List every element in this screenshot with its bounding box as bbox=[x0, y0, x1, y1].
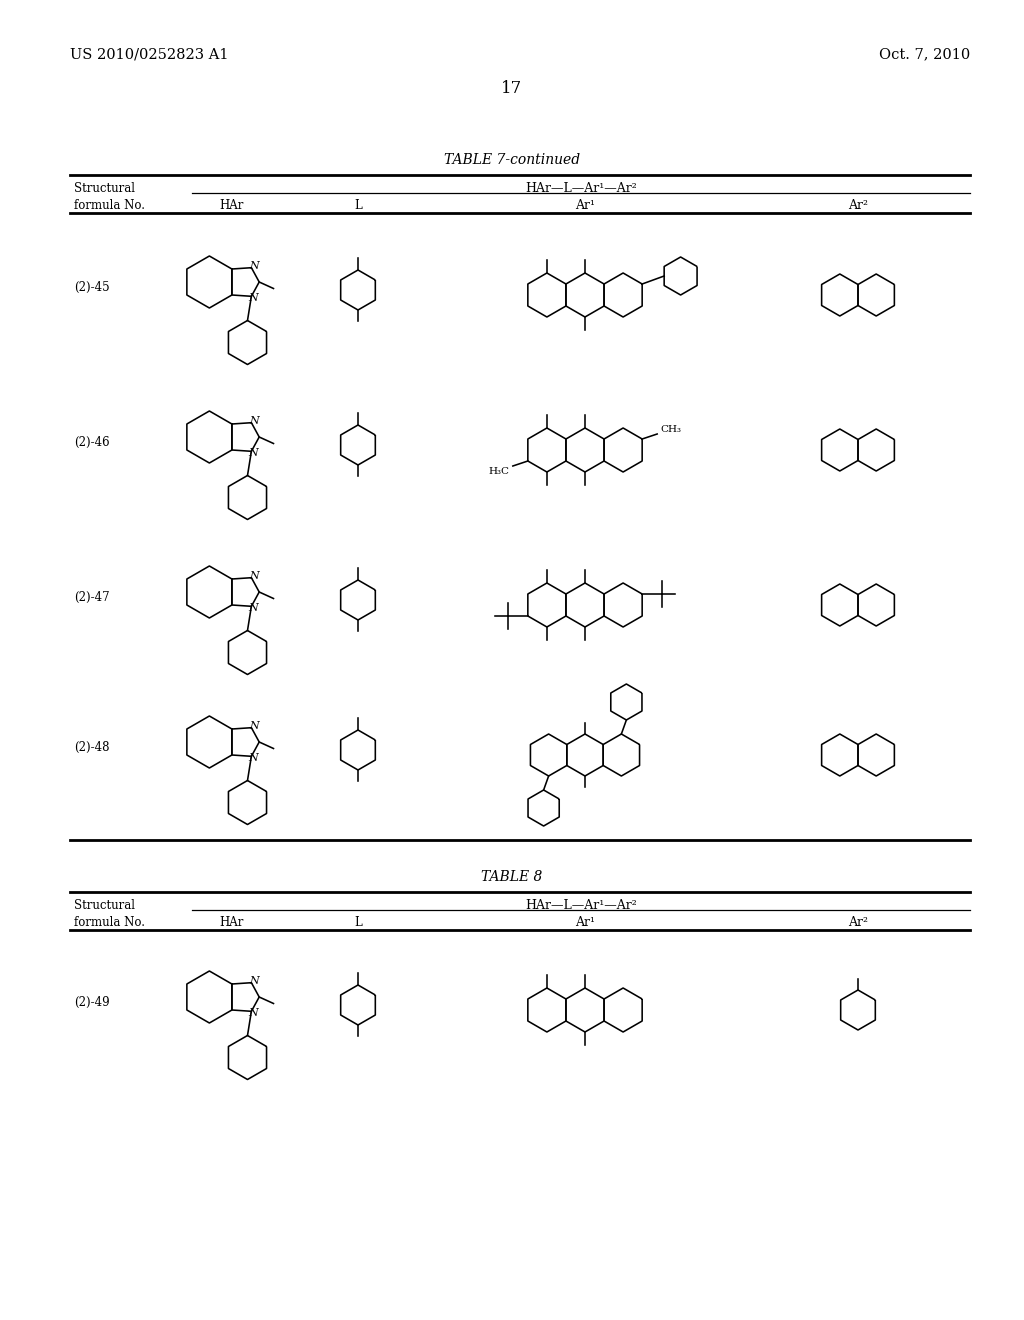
Text: formula No.: formula No. bbox=[74, 199, 145, 213]
Text: N: N bbox=[250, 975, 259, 986]
Text: N: N bbox=[250, 261, 259, 271]
Text: HAr: HAr bbox=[220, 199, 244, 213]
Text: (2)-49: (2)-49 bbox=[74, 995, 110, 1008]
Text: Structural: Structural bbox=[74, 899, 135, 912]
Text: Ar²: Ar² bbox=[848, 199, 868, 213]
Text: US 2010/0252823 A1: US 2010/0252823 A1 bbox=[70, 48, 228, 61]
Text: N: N bbox=[250, 721, 259, 731]
Text: N: N bbox=[249, 754, 258, 763]
Text: L: L bbox=[354, 916, 361, 929]
Text: HAr: HAr bbox=[220, 916, 244, 929]
Text: (2)-48: (2)-48 bbox=[74, 741, 110, 754]
Text: H₃C: H₃C bbox=[488, 466, 510, 475]
Text: formula No.: formula No. bbox=[74, 916, 145, 929]
Text: (2)-46: (2)-46 bbox=[74, 436, 110, 449]
Text: Structural: Structural bbox=[74, 182, 135, 195]
Text: (2)-45: (2)-45 bbox=[74, 281, 110, 293]
Text: (2)-47: (2)-47 bbox=[74, 590, 110, 603]
Text: TABLE 7-continued: TABLE 7-continued bbox=[444, 153, 580, 168]
Text: CH₃: CH₃ bbox=[660, 425, 681, 433]
Text: Ar²: Ar² bbox=[848, 916, 868, 929]
Text: HAr—L—Ar¹—Ar²: HAr—L—Ar¹—Ar² bbox=[525, 182, 637, 195]
Text: Oct. 7, 2010: Oct. 7, 2010 bbox=[879, 48, 970, 61]
Text: HAr—L—Ar¹—Ar²: HAr—L—Ar¹—Ar² bbox=[525, 899, 637, 912]
Text: Ar¹: Ar¹ bbox=[575, 199, 595, 213]
Text: L: L bbox=[354, 199, 361, 213]
Text: N: N bbox=[249, 449, 258, 458]
Text: N: N bbox=[250, 570, 259, 581]
Text: N: N bbox=[250, 416, 259, 425]
Text: Ar¹: Ar¹ bbox=[575, 916, 595, 929]
Text: TABLE 8: TABLE 8 bbox=[481, 870, 543, 884]
Text: N: N bbox=[249, 1008, 258, 1018]
Text: N: N bbox=[249, 293, 258, 304]
Text: 17: 17 bbox=[502, 81, 522, 96]
Text: N: N bbox=[249, 603, 258, 614]
